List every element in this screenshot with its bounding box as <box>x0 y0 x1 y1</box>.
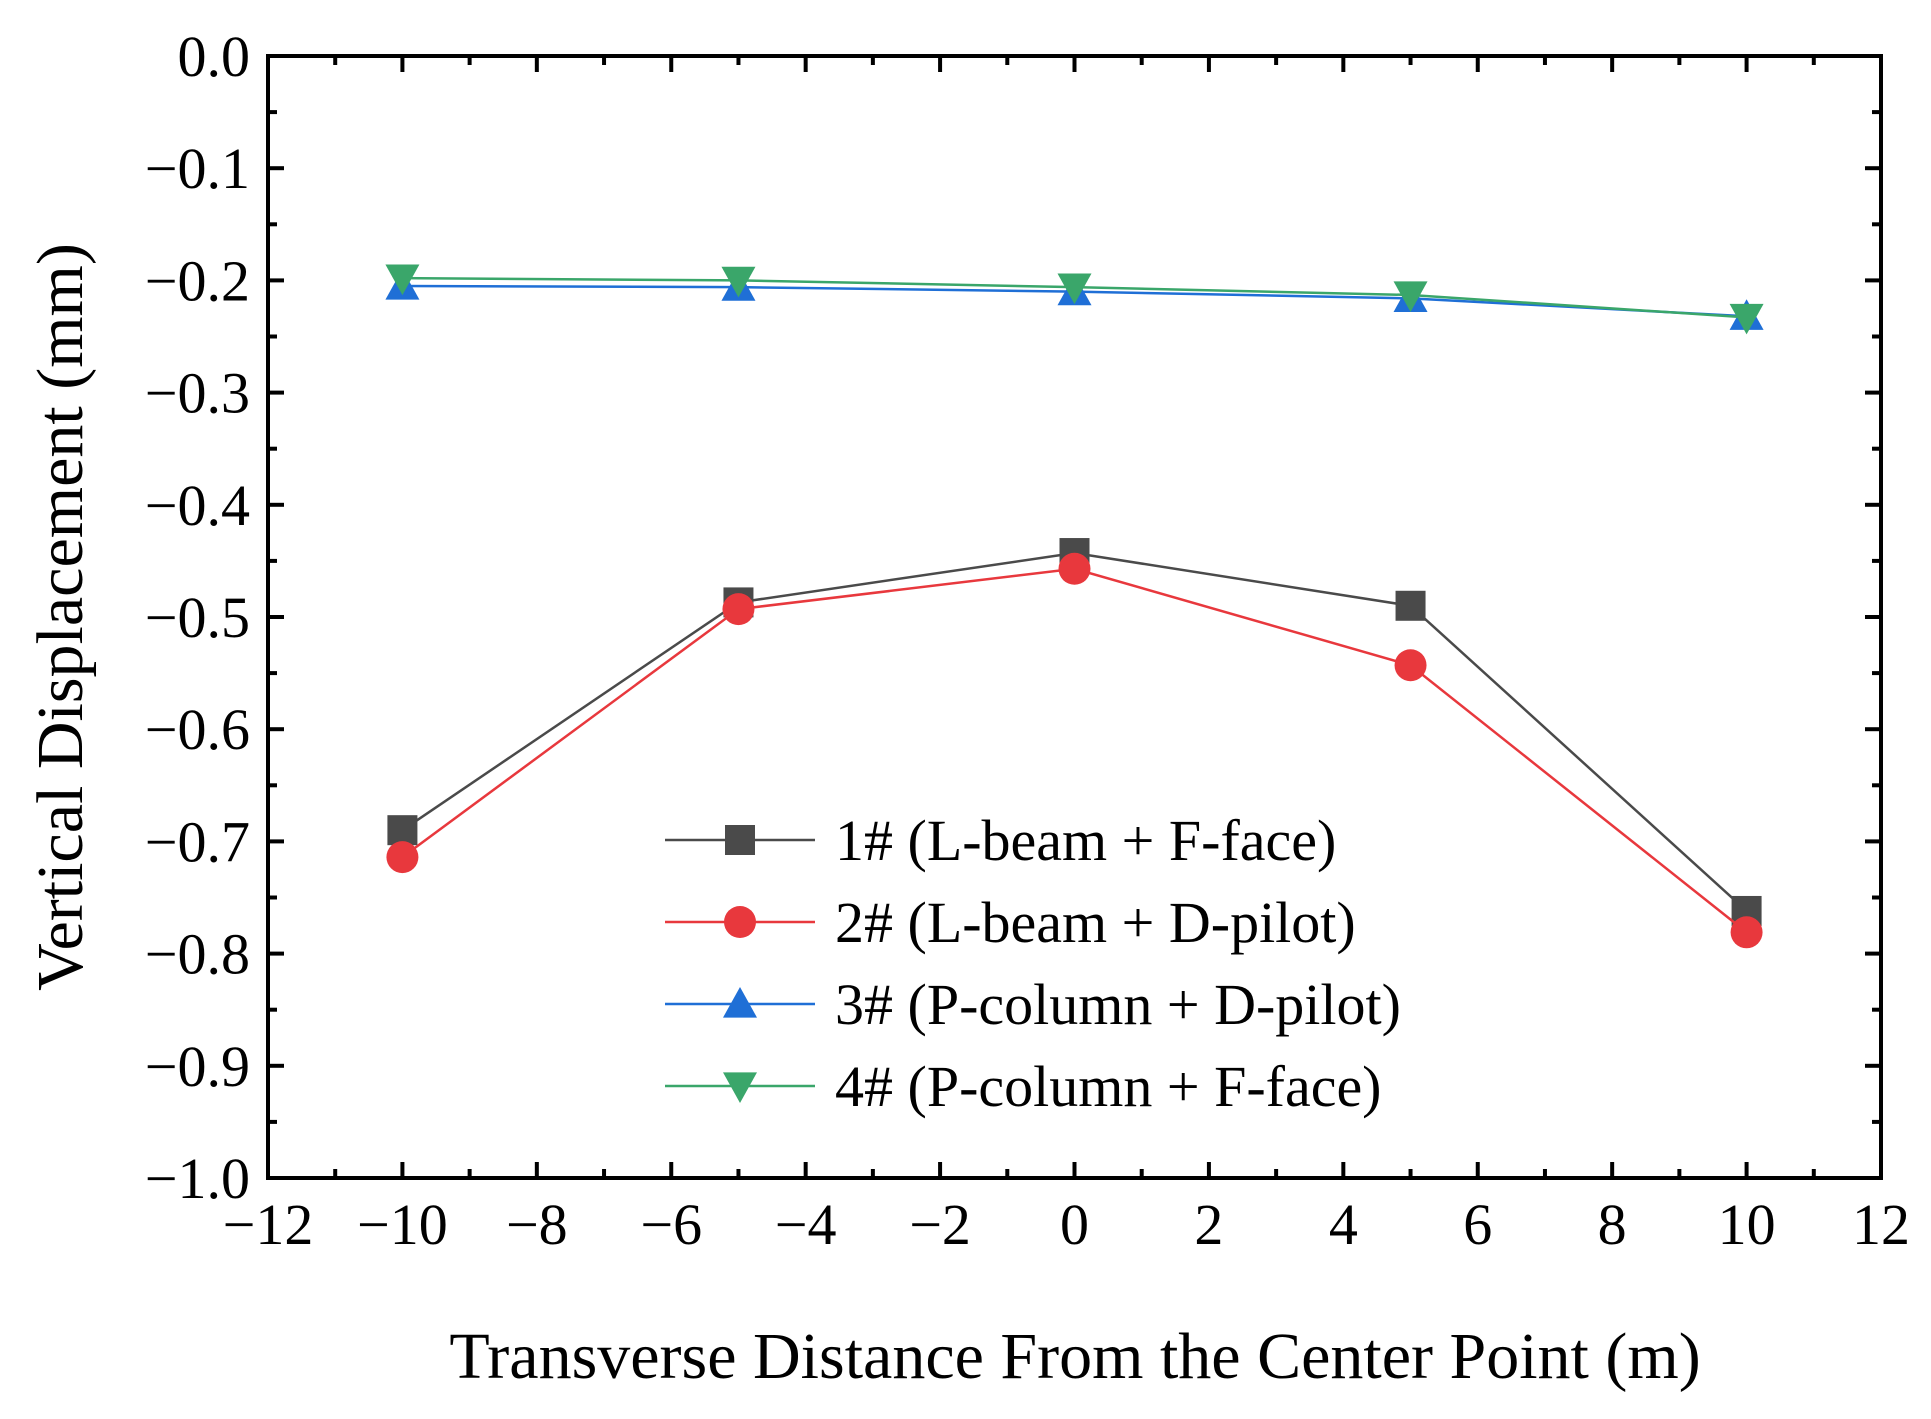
y-tick-label: −0.8 <box>145 922 250 987</box>
y-tick-label: −0.6 <box>145 697 250 762</box>
x-tick-label: −2 <box>909 1192 971 1257</box>
series-2-point <box>386 841 419 874</box>
x-tick-label: 6 <box>1463 1192 1492 1257</box>
legend-item-4: 4# (P-column + F-face) <box>665 1054 1382 1119</box>
x-axis-title: Transverse Distance From the Center Poin… <box>449 1320 1700 1393</box>
series-4-point <box>1057 273 1092 305</box>
series-2-point <box>1730 916 1763 949</box>
legend-label: 4# (P-column + F-face) <box>835 1054 1382 1119</box>
axis-ticks: −12 −10 −8 −6 −4 −2 0 2 4 6 8 10 12 0.0 −0.1 −0.2 −0.3 −0… <box>145 24 1910 1257</box>
y-tick-label: −0.9 <box>145 1034 250 1099</box>
legend-marker <box>724 906 756 938</box>
series-4-point <box>721 266 756 298</box>
plot-background <box>268 56 1881 1178</box>
legend-label: 2# (L-beam + D-pilot) <box>835 890 1356 955</box>
y-tick-label: −0.2 <box>145 248 250 313</box>
y-tick-label: −0.3 <box>145 361 250 426</box>
legend-marker <box>723 1072 757 1103</box>
legend-label: 1# (L-beam + F-face) <box>835 808 1336 873</box>
x-tick-label: 10 <box>1718 1192 1776 1257</box>
legend-item-3: 3# (P-column + D-pilot) <box>665 972 1401 1037</box>
x-tick-label: −8 <box>506 1192 568 1257</box>
series-4-point <box>385 264 420 296</box>
x-tick-label: 12 <box>1852 1192 1910 1257</box>
legend-item-2: 2# (L-beam + D-pilot) <box>665 890 1356 955</box>
series-2-point <box>1058 552 1091 585</box>
x-tick-label: −6 <box>640 1192 702 1257</box>
y-axis-title: Vertical Displacement (mm) <box>24 243 97 991</box>
legend-marker <box>723 987 757 1018</box>
legend: 1# (L-beam + F-face) 2# (L-beam + D-pilot… <box>665 808 1401 1119</box>
x-tick-label: 0 <box>1060 1192 1089 1257</box>
legend-label: 3# (P-column + D-pilot) <box>835 972 1401 1037</box>
series-2 <box>386 552 1763 949</box>
y-tick-label: −0.4 <box>145 473 250 538</box>
series-layer <box>385 264 1764 949</box>
y-tick-label: 0.0 <box>178 24 251 89</box>
series-4 <box>385 264 1764 335</box>
series-4-point <box>1393 281 1428 312</box>
y-tick-label: −1.0 <box>145 1146 250 1211</box>
series-4-point <box>1729 303 1764 335</box>
series-1-point <box>387 815 418 846</box>
x-tick-label: −12 <box>223 1192 314 1257</box>
y-tick-label: −0.5 <box>145 585 250 650</box>
y-tick-label: −0.1 <box>145 136 250 201</box>
legend-item-1: 1# (L-beam + F-face) <box>665 808 1336 873</box>
x-tick-label: 8 <box>1598 1192 1627 1257</box>
series-2-point <box>722 593 755 626</box>
x-tick-label: 2 <box>1194 1192 1223 1257</box>
x-tick-label: −10 <box>357 1192 448 1257</box>
legend-marker <box>725 825 755 855</box>
x-tick-label: −4 <box>775 1192 837 1257</box>
y-tick-label: −0.7 <box>145 809 250 874</box>
plot-frame <box>266 54 1883 1180</box>
series-2-point <box>1394 649 1427 682</box>
x-tick-label: 4 <box>1329 1192 1358 1257</box>
series-1-point <box>1395 590 1426 621</box>
